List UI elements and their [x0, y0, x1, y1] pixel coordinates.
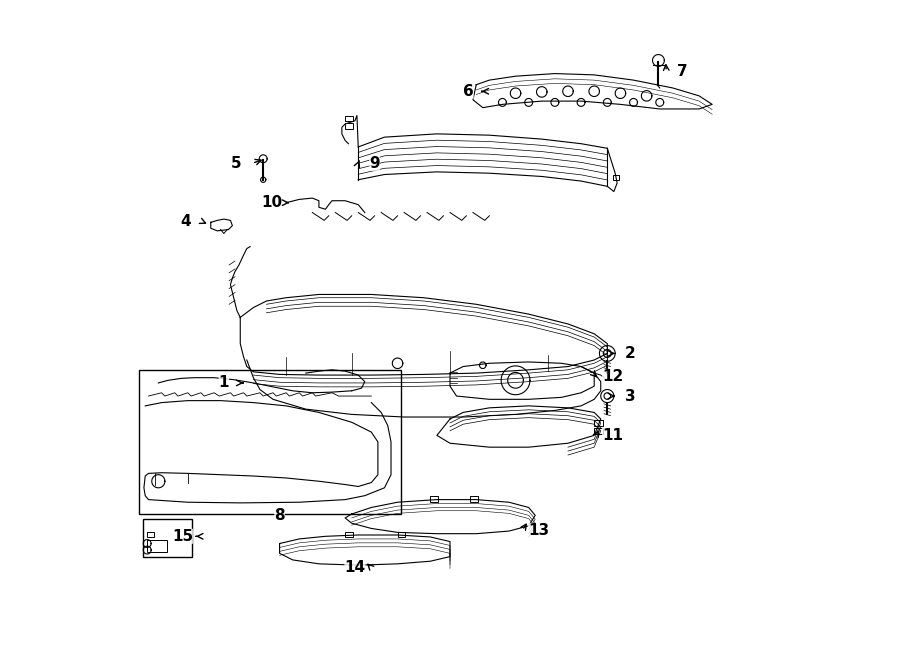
- Text: 15: 15: [172, 529, 194, 544]
- Text: 14: 14: [345, 561, 365, 575]
- Bar: [143, 519, 193, 557]
- Bar: [139, 369, 400, 514]
- Text: 1: 1: [219, 375, 230, 391]
- Text: 9: 9: [369, 156, 380, 171]
- Text: 10: 10: [261, 195, 283, 210]
- Bar: [345, 116, 353, 121]
- Bar: [470, 496, 478, 502]
- Text: 7: 7: [678, 64, 688, 79]
- Bar: [398, 531, 405, 537]
- Bar: [594, 428, 603, 434]
- Bar: [148, 540, 166, 552]
- Text: 12: 12: [602, 369, 623, 384]
- Bar: [345, 531, 353, 537]
- Text: 6: 6: [463, 84, 473, 98]
- Text: 5: 5: [230, 156, 241, 171]
- Bar: [594, 420, 603, 426]
- Bar: [148, 531, 154, 537]
- Text: 8: 8: [274, 508, 285, 523]
- Bar: [613, 175, 619, 180]
- Text: 11: 11: [602, 428, 623, 443]
- Text: 13: 13: [528, 523, 549, 538]
- Text: 3: 3: [625, 389, 635, 404]
- Bar: [430, 496, 438, 502]
- Text: 2: 2: [625, 346, 635, 361]
- Bar: [345, 124, 353, 129]
- Text: 4: 4: [181, 214, 191, 229]
